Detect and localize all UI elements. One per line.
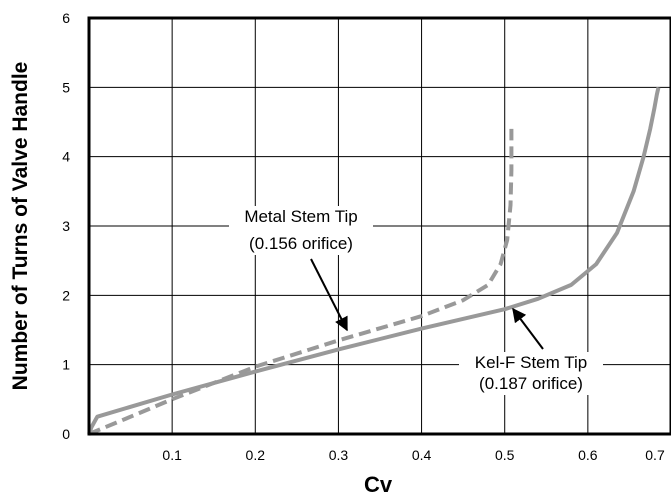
metal-stem-tip-label: Metal Stem Tip (0.156 orifice)	[229, 206, 373, 332]
label-backing	[229, 206, 373, 255]
label-backing	[459, 352, 603, 395]
tick-labels: 0.1 0.2 0.3 0.4 0.5 0.6 0.7 0 1 2 3 4 5 6	[62, 10, 665, 463]
y-tick-label: 6	[62, 10, 70, 26]
x-axis-title: Cv	[364, 472, 393, 497]
annotation-text-line: Metal Stem Tip	[244, 207, 357, 226]
x-tick-label: 0.6	[578, 447, 598, 463]
x-tick-label: 0.2	[246, 447, 266, 463]
kel-f-stem-tip-line	[87, 86, 661, 435]
x-tick-label: 0.3	[329, 447, 349, 463]
annotation-text-line: Kel-F Stem Tip	[475, 353, 587, 372]
y-axis-title: Number of Turns of Valve Handle	[9, 62, 32, 391]
y-tick-label: 3	[62, 218, 70, 234]
kel-f-stem-tip-label: Kel-F Stem Tip (0.187 orifice)	[459, 307, 603, 395]
annotation-arrow	[310, 258, 348, 332]
annotation-text-line: (0.187 orifice)	[479, 374, 583, 393]
metal-stem-tip-line	[88, 128, 514, 436]
annotations: Metal Stem Tip (0.156 orifice) Kel-F Stem …	[229, 206, 603, 395]
y-tick-label: 5	[62, 79, 70, 95]
series-layer	[87, 86, 661, 436]
plot-frame	[87, 16, 671, 436]
x-tick-label: 0.1	[162, 447, 182, 463]
annotation-text-line: (0.156 orifice)	[249, 234, 353, 253]
y-tick-label: 1	[62, 357, 70, 373]
y-tick-label: 4	[62, 149, 70, 165]
x-tick-label: 0.5	[495, 447, 515, 463]
annotation-arrow	[512, 307, 544, 350]
y-tick-label: 0	[62, 426, 70, 442]
x-tick-label: 0.7	[645, 447, 665, 463]
y-tick-label: 2	[62, 287, 70, 303]
x-tick-label: 0.4	[412, 447, 432, 463]
